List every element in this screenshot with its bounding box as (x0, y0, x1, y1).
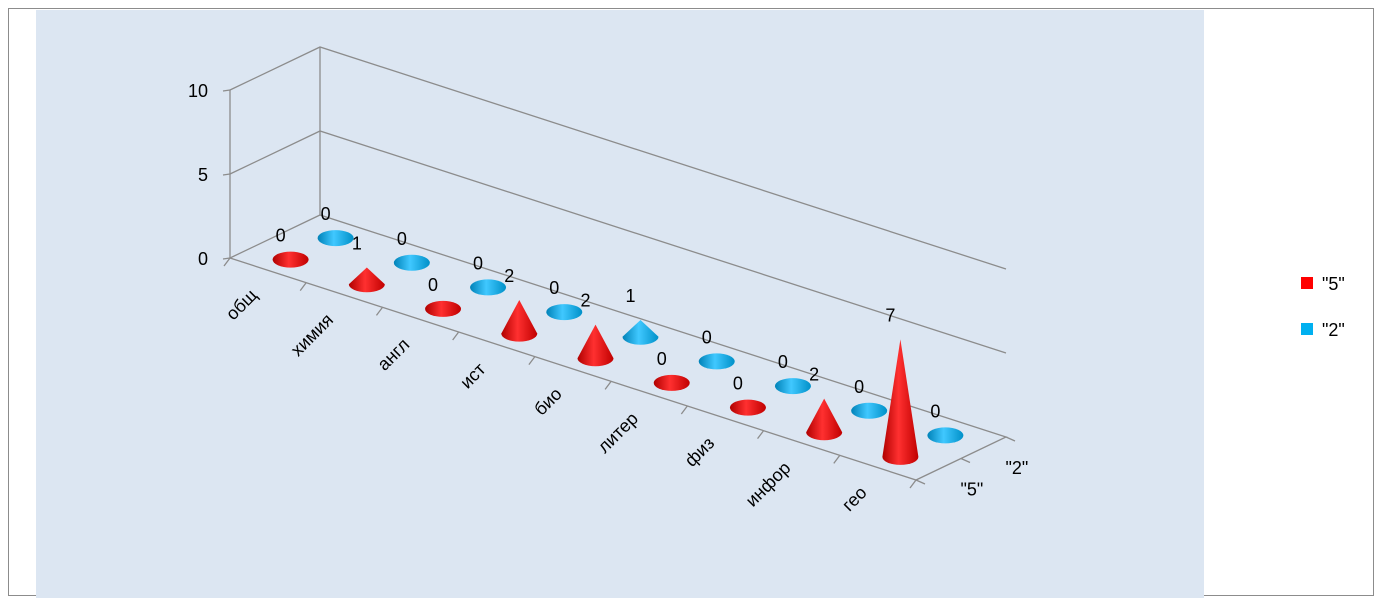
series-axis: "5" "2" (915, 436, 1029, 499)
legend-item[interactable]: "5" (1301, 274, 1345, 294)
cone-base (393, 254, 430, 271)
cone-base (653, 374, 690, 391)
y-tick (222, 89, 231, 92)
x-tick (223, 257, 231, 267)
gridline (229, 46, 1007, 270)
data-label: 2 (580, 291, 590, 311)
cone-mark (425, 300, 462, 317)
legend-swatch (1301, 323, 1313, 335)
cone-mark (927, 427, 964, 444)
cone-mark (806, 398, 843, 441)
data-label: 0 (549, 278, 559, 298)
x-tick (757, 430, 765, 440)
legend[interactable]: "5" "2" (1301, 274, 1345, 340)
cone-mark (729, 399, 766, 416)
data-label: 0 (397, 229, 407, 249)
data-label: 0 (733, 374, 743, 394)
cone-base (774, 378, 811, 395)
data-label: 0 (657, 349, 667, 369)
data-label: 0 (778, 352, 788, 372)
data-label: 0 (321, 204, 331, 224)
cone-mark (577, 324, 614, 367)
z-tick (960, 457, 971, 464)
x-tick (452, 331, 460, 341)
data-label: 7 (885, 305, 895, 325)
series-axis-label: "5" (961, 479, 984, 499)
cone-mark (546, 304, 583, 321)
z-tick (1005, 436, 1016, 442)
cone-mark (622, 319, 659, 345)
plot-area (36, 10, 1204, 598)
cone-base (546, 304, 583, 321)
legend-item[interactable]: "2" (1301, 320, 1345, 340)
series-axis-label: "2" (1006, 458, 1029, 478)
cone-mark (501, 299, 538, 342)
cone-mark (774, 378, 811, 395)
x-tick (680, 405, 688, 415)
cone-mark (470, 279, 507, 296)
data-label: 1 (352, 233, 362, 253)
data-label: 0 (930, 401, 940, 421)
legend-swatch (1301, 277, 1313, 289)
cone-base (425, 300, 462, 317)
data-label: 0 (428, 275, 438, 295)
x-tick (604, 380, 612, 390)
x-tick (833, 454, 841, 464)
y-tick (222, 257, 231, 260)
z-tick (915, 479, 926, 485)
cone-body (348, 267, 385, 293)
x-tick (909, 479, 917, 489)
cone-body (501, 299, 538, 342)
cone-body (882, 339, 919, 465)
cone-mark (393, 254, 430, 271)
cone-mark (851, 402, 888, 419)
data-label: 0 (276, 226, 286, 246)
cone-mark (698, 353, 735, 370)
cone-mark (882, 339, 919, 465)
value-axis: 0 5 10 (188, 81, 231, 269)
y-tick-label: 10 (188, 81, 208, 101)
y-tick-label: 0 (198, 249, 208, 269)
cone-base (470, 279, 507, 296)
cone-mark (272, 251, 309, 268)
x-tick (528, 356, 536, 366)
data-label: 0 (473, 253, 483, 273)
cone-body (577, 324, 614, 367)
cone-mark (653, 374, 690, 391)
legend-label: "2" (1322, 320, 1345, 340)
data-marks (272, 230, 964, 465)
cone-base (851, 402, 888, 419)
data-label: 2 (809, 365, 819, 385)
cone-mark (317, 230, 354, 247)
gridline (229, 130, 1007, 354)
data-labels: 0 0 0 0 1 0 0 0 0 0 1 0 2 2 0 0 2 7 (276, 204, 941, 421)
cone-base (272, 251, 309, 268)
x-tick (375, 306, 383, 316)
cone-body (806, 398, 843, 441)
data-label: 2 (504, 266, 514, 286)
cone-mark (348, 267, 385, 293)
data-label: 1 (625, 286, 635, 306)
data-label: 0 (702, 327, 712, 347)
cone-base (317, 230, 354, 247)
y-tick (222, 173, 231, 176)
x-tick (299, 282, 307, 292)
cone-base (698, 353, 735, 370)
data-label: 0 (854, 377, 864, 397)
cone-body (622, 319, 659, 345)
legend-label: "5" (1322, 274, 1345, 294)
cone-base (729, 399, 766, 416)
cone-base (927, 427, 964, 444)
y-tick-label: 5 (198, 165, 208, 185)
